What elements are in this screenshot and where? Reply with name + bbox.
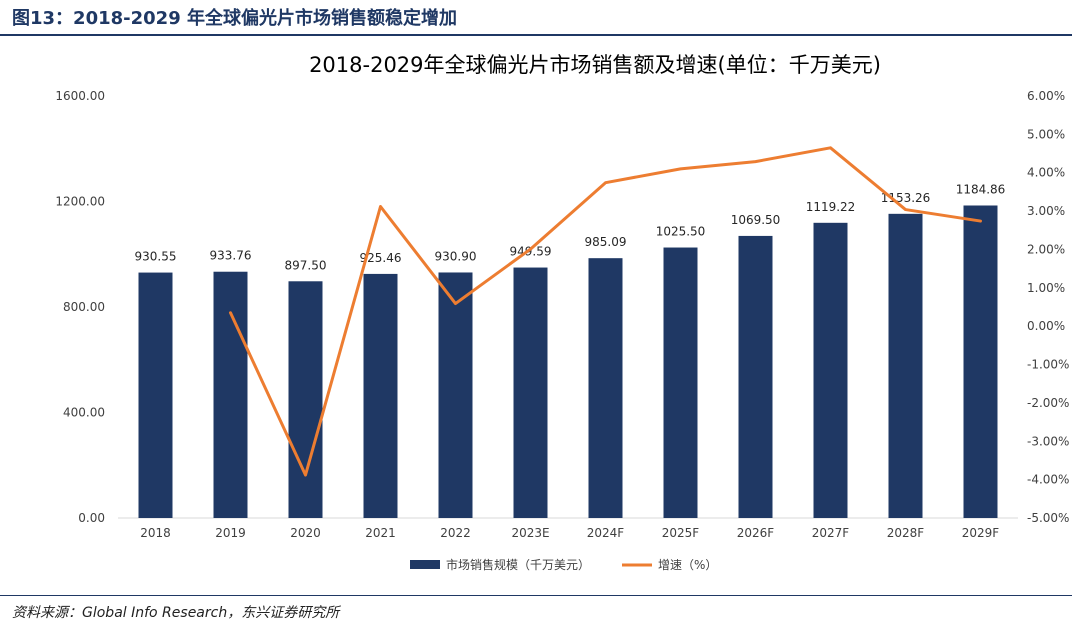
chart-title: 2018-2029年全球偏光片市场销售额及增速(单位：千万美元) [309,53,881,77]
legend-line-label: 增速（%） [658,558,717,572]
bar-data-label: 1069.50 [731,213,781,227]
bar [813,222,848,518]
bar [138,272,173,518]
x-axis-tick-label: 2023E [511,526,549,540]
x-axis-tick-label: 2029F [962,526,1000,540]
left-axis-tick-label: 400.00 [63,406,105,420]
bar [663,247,698,519]
bar [888,213,923,518]
x-axis-tick-label: 2025F [662,526,700,540]
source-note: 资料来源：Global Info Research，东兴证券研究所 [12,605,340,621]
bar [513,267,548,518]
growth-line-layer [229,146,982,477]
right-axis-tick-label: 6.00% [1027,89,1065,103]
caption-divider [0,34,1072,36]
x-axis-tick-label: 2027F [812,526,850,540]
source-divider [0,595,1072,596]
right-axis-tick-label: 5.00% [1027,127,1065,141]
left-axis-tick-label: 1200.00 [55,195,105,209]
left-axis-tick-label: 1600.00 [55,89,105,103]
bars-layer: 930.55 933.76 897.50 925.46 930.90 949.59 985.… [135,182,1006,519]
x-axis-tick-label: 2024F [587,526,625,540]
axes-layer: 0.00 400.00 800.00 1200.00 1600.00 6.00% 5.00%… [55,89,1069,540]
bar-data-label: 1025.50 [656,225,706,239]
bar-data-label: 1119.22 [806,200,856,214]
right-axis-tick-label: -4.00% [1027,473,1069,487]
right-axis-tick-label: 0.00% [1027,319,1065,333]
bar [363,273,398,518]
right-axis-tick-label: 2.00% [1027,242,1065,256]
right-axis-tick-label: -2.00% [1027,396,1069,410]
bar-data-label: 930.55 [135,250,177,264]
sales-chart: 2018-2029年全球偏光片市场销售额及增速(单位：千万美元) 0.00 400… [55,53,1069,572]
legend: 市场销售规模（千万美元） 增速（%） [410,557,717,572]
bar-data-label: 925.46 [360,251,402,265]
x-axis-tick-label: 2028F [887,526,925,540]
x-axis-tick-label: 2018 [140,526,171,540]
bar-data-label: 930.90 [435,249,477,263]
bar-data-label: 897.50 [285,258,327,272]
right-axis-tick-label: -5.00% [1027,511,1069,525]
right-axis-tick-label: 1.00% [1027,281,1065,295]
bar-data-label: 1184.86 [956,182,1006,196]
right-axis-tick-label: 4.00% [1027,166,1065,180]
right-axis-tick-label: 3.00% [1027,204,1065,218]
bar-data-label: 949.59 [510,245,552,259]
bar [738,235,773,518]
legend-bar-label: 市场销售规模（千万美元） [446,557,590,572]
bar [288,281,323,518]
x-axis-tick-label: 2021 [365,526,396,540]
bar-data-label: 933.76 [210,249,252,263]
bar [438,272,473,518]
left-axis-tick-label: 800.00 [63,300,105,314]
right-axis-tick-label: -3.00% [1027,434,1069,448]
legend-bar-swatch [410,560,440,569]
figure-caption: 图13：2018-2029 年全球偏光片市场销售额稳定增加 [12,8,457,29]
left-axis-tick-label: 0.00 [78,511,105,525]
x-axis-tick-label: 2020 [290,526,321,540]
bar-data-label: 985.09 [585,235,627,249]
bar [588,258,623,518]
x-axis-tick-label: 2019 [215,526,246,540]
bar [963,205,998,519]
bar [213,271,248,518]
right-axis-tick-label: -1.00% [1027,358,1069,372]
x-axis-tick-label: 2022 [440,526,471,540]
x-axis-tick-label: 2026F [737,526,775,540]
bar-data-label: 1153.26 [881,191,931,205]
